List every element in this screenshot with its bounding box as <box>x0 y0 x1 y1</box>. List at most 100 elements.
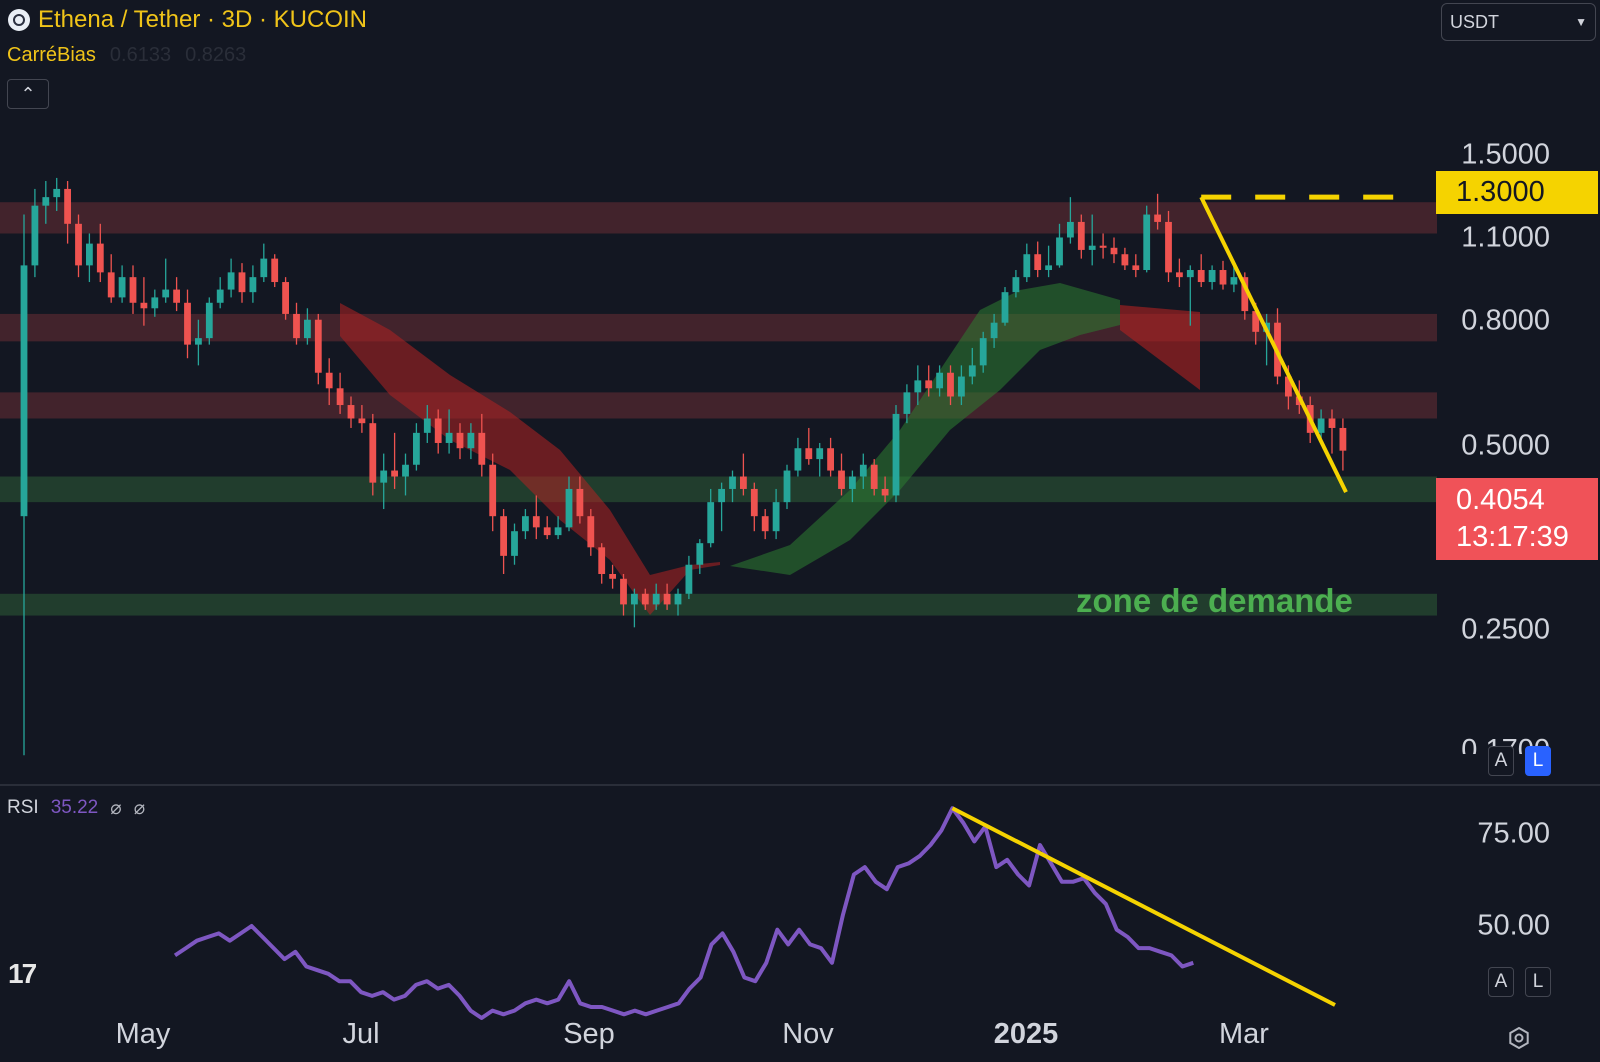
candle-body <box>31 205 39 266</box>
candle-body <box>53 188 61 198</box>
rsi-line <box>173 806 1194 1020</box>
hidden-input-icon: ⌀ <box>133 798 146 819</box>
ethena-logo-icon <box>8 9 30 31</box>
time-label: Sep <box>563 1018 615 1050</box>
candle-body <box>1328 418 1336 428</box>
candle-body <box>314 319 322 373</box>
candle-body <box>445 432 453 443</box>
last-price: 0.4054 <box>1456 484 1545 516</box>
rsi-name: RSI <box>7 797 39 818</box>
candle-body <box>423 418 431 433</box>
rsi-axis-label: 75.00 <box>1477 817 1550 850</box>
candle-body <box>609 573 616 579</box>
candle-body <box>42 197 50 206</box>
candle-body <box>249 277 257 293</box>
candle-body <box>1176 272 1183 278</box>
candle-body <box>598 547 606 574</box>
candle-body <box>1219 270 1227 285</box>
candle-body <box>1056 237 1063 266</box>
candle-body <box>1197 270 1205 283</box>
candle-body <box>761 516 769 532</box>
candle-body <box>805 448 813 460</box>
candle-body <box>838 470 845 489</box>
auto-scale-button[interactable]: A <box>1488 746 1514 776</box>
candle-body <box>195 338 202 345</box>
rsi-axis-label: 50.00 <box>1477 909 1550 942</box>
indicator-value-2: 0.8263 <box>185 44 247 66</box>
price-label: 0.2500 <box>1461 613 1550 646</box>
bullish-ribbon <box>730 283 1120 575</box>
last-price-tag: 0.4054 13:17:39 <box>1436 478 1598 560</box>
candle-body <box>75 223 82 266</box>
candle-body <box>1001 292 1009 323</box>
rsi-log-scale-button[interactable]: L <box>1525 967 1551 997</box>
candle-body <box>925 380 933 389</box>
candle-body <box>576 488 584 517</box>
candle-countdown: 13:17:39 <box>1456 521 1569 553</box>
candle-body <box>554 527 562 536</box>
time-label: May <box>115 1018 171 1050</box>
candle-body <box>20 265 28 517</box>
candle-body <box>1241 277 1249 312</box>
candle-body <box>652 593 660 605</box>
candle-body <box>336 388 344 406</box>
candle-body <box>369 423 377 483</box>
candle-body <box>96 243 104 273</box>
candle-body <box>151 297 159 309</box>
log-scale-button[interactable]: L <box>1525 746 1551 776</box>
candle-body <box>707 502 715 544</box>
candle-body <box>478 432 486 465</box>
candle-body <box>1121 254 1129 266</box>
time-label: Jul <box>342 1018 380 1050</box>
price-label: 0.5000 <box>1461 429 1550 462</box>
price-label: 1.1000 <box>1461 221 1550 254</box>
candle-body <box>271 258 279 283</box>
candle-body <box>685 564 693 594</box>
hidden-input-icon: ⌀ <box>110 798 122 819</box>
candle-body <box>402 464 409 477</box>
settings-gear-icon[interactable] <box>1508 1027 1530 1049</box>
candle-body <box>347 405 355 419</box>
candle-body <box>434 418 442 443</box>
chevron-up-icon: ⌃ <box>20 83 36 104</box>
candle-body <box>304 319 311 339</box>
candle-body <box>64 188 71 224</box>
rsi-legend[interactable]: RSI 35.22 ⌀ ⌀ <box>7 797 145 820</box>
candle-body <box>936 372 943 389</box>
rsi-auto-scale-button[interactable]: A <box>1488 967 1514 997</box>
indicator-legend[interactable]: CarréBias 0.6133 0.8263 <box>7 44 246 67</box>
candle-body <box>663 593 671 605</box>
candle-body <box>1317 418 1325 433</box>
candle-body <box>631 593 638 605</box>
trendlines-layer <box>1199 194 1412 494</box>
candle-body <box>358 418 366 424</box>
collapse-legend-button[interactable]: ⌃ <box>7 79 49 109</box>
rsi-trendline <box>951 806 1336 1007</box>
currency-select[interactable]: USDT ▼ <box>1441 3 1596 41</box>
candle-body <box>293 313 300 339</box>
symbol-header[interactable]: Ethena / Tether · 3D · KUCOIN <box>8 6 367 34</box>
candle-body <box>238 272 246 293</box>
candle-body <box>816 448 824 460</box>
candle-body <box>227 272 235 290</box>
candle-body <box>522 516 529 532</box>
candle-body <box>1034 254 1042 271</box>
candle-body <box>1077 221 1085 250</box>
rsi-value: 35.22 <box>50 797 99 818</box>
candle-body <box>184 302 191 345</box>
candle-body <box>467 432 475 449</box>
candle-body <box>500 516 507 556</box>
rsi-layer <box>173 806 1336 1020</box>
candle-body <box>543 527 551 536</box>
currency-value: USDT <box>1450 11 1499 32</box>
candle-body <box>729 476 736 489</box>
candle-body <box>1208 270 1216 283</box>
candle-body <box>162 289 170 298</box>
price-label: 0.8000 <box>1461 304 1550 337</box>
candle-body <box>1143 214 1151 271</box>
candle-body <box>1067 221 1074 238</box>
candle-body <box>849 476 856 489</box>
candle-body <box>205 302 213 339</box>
